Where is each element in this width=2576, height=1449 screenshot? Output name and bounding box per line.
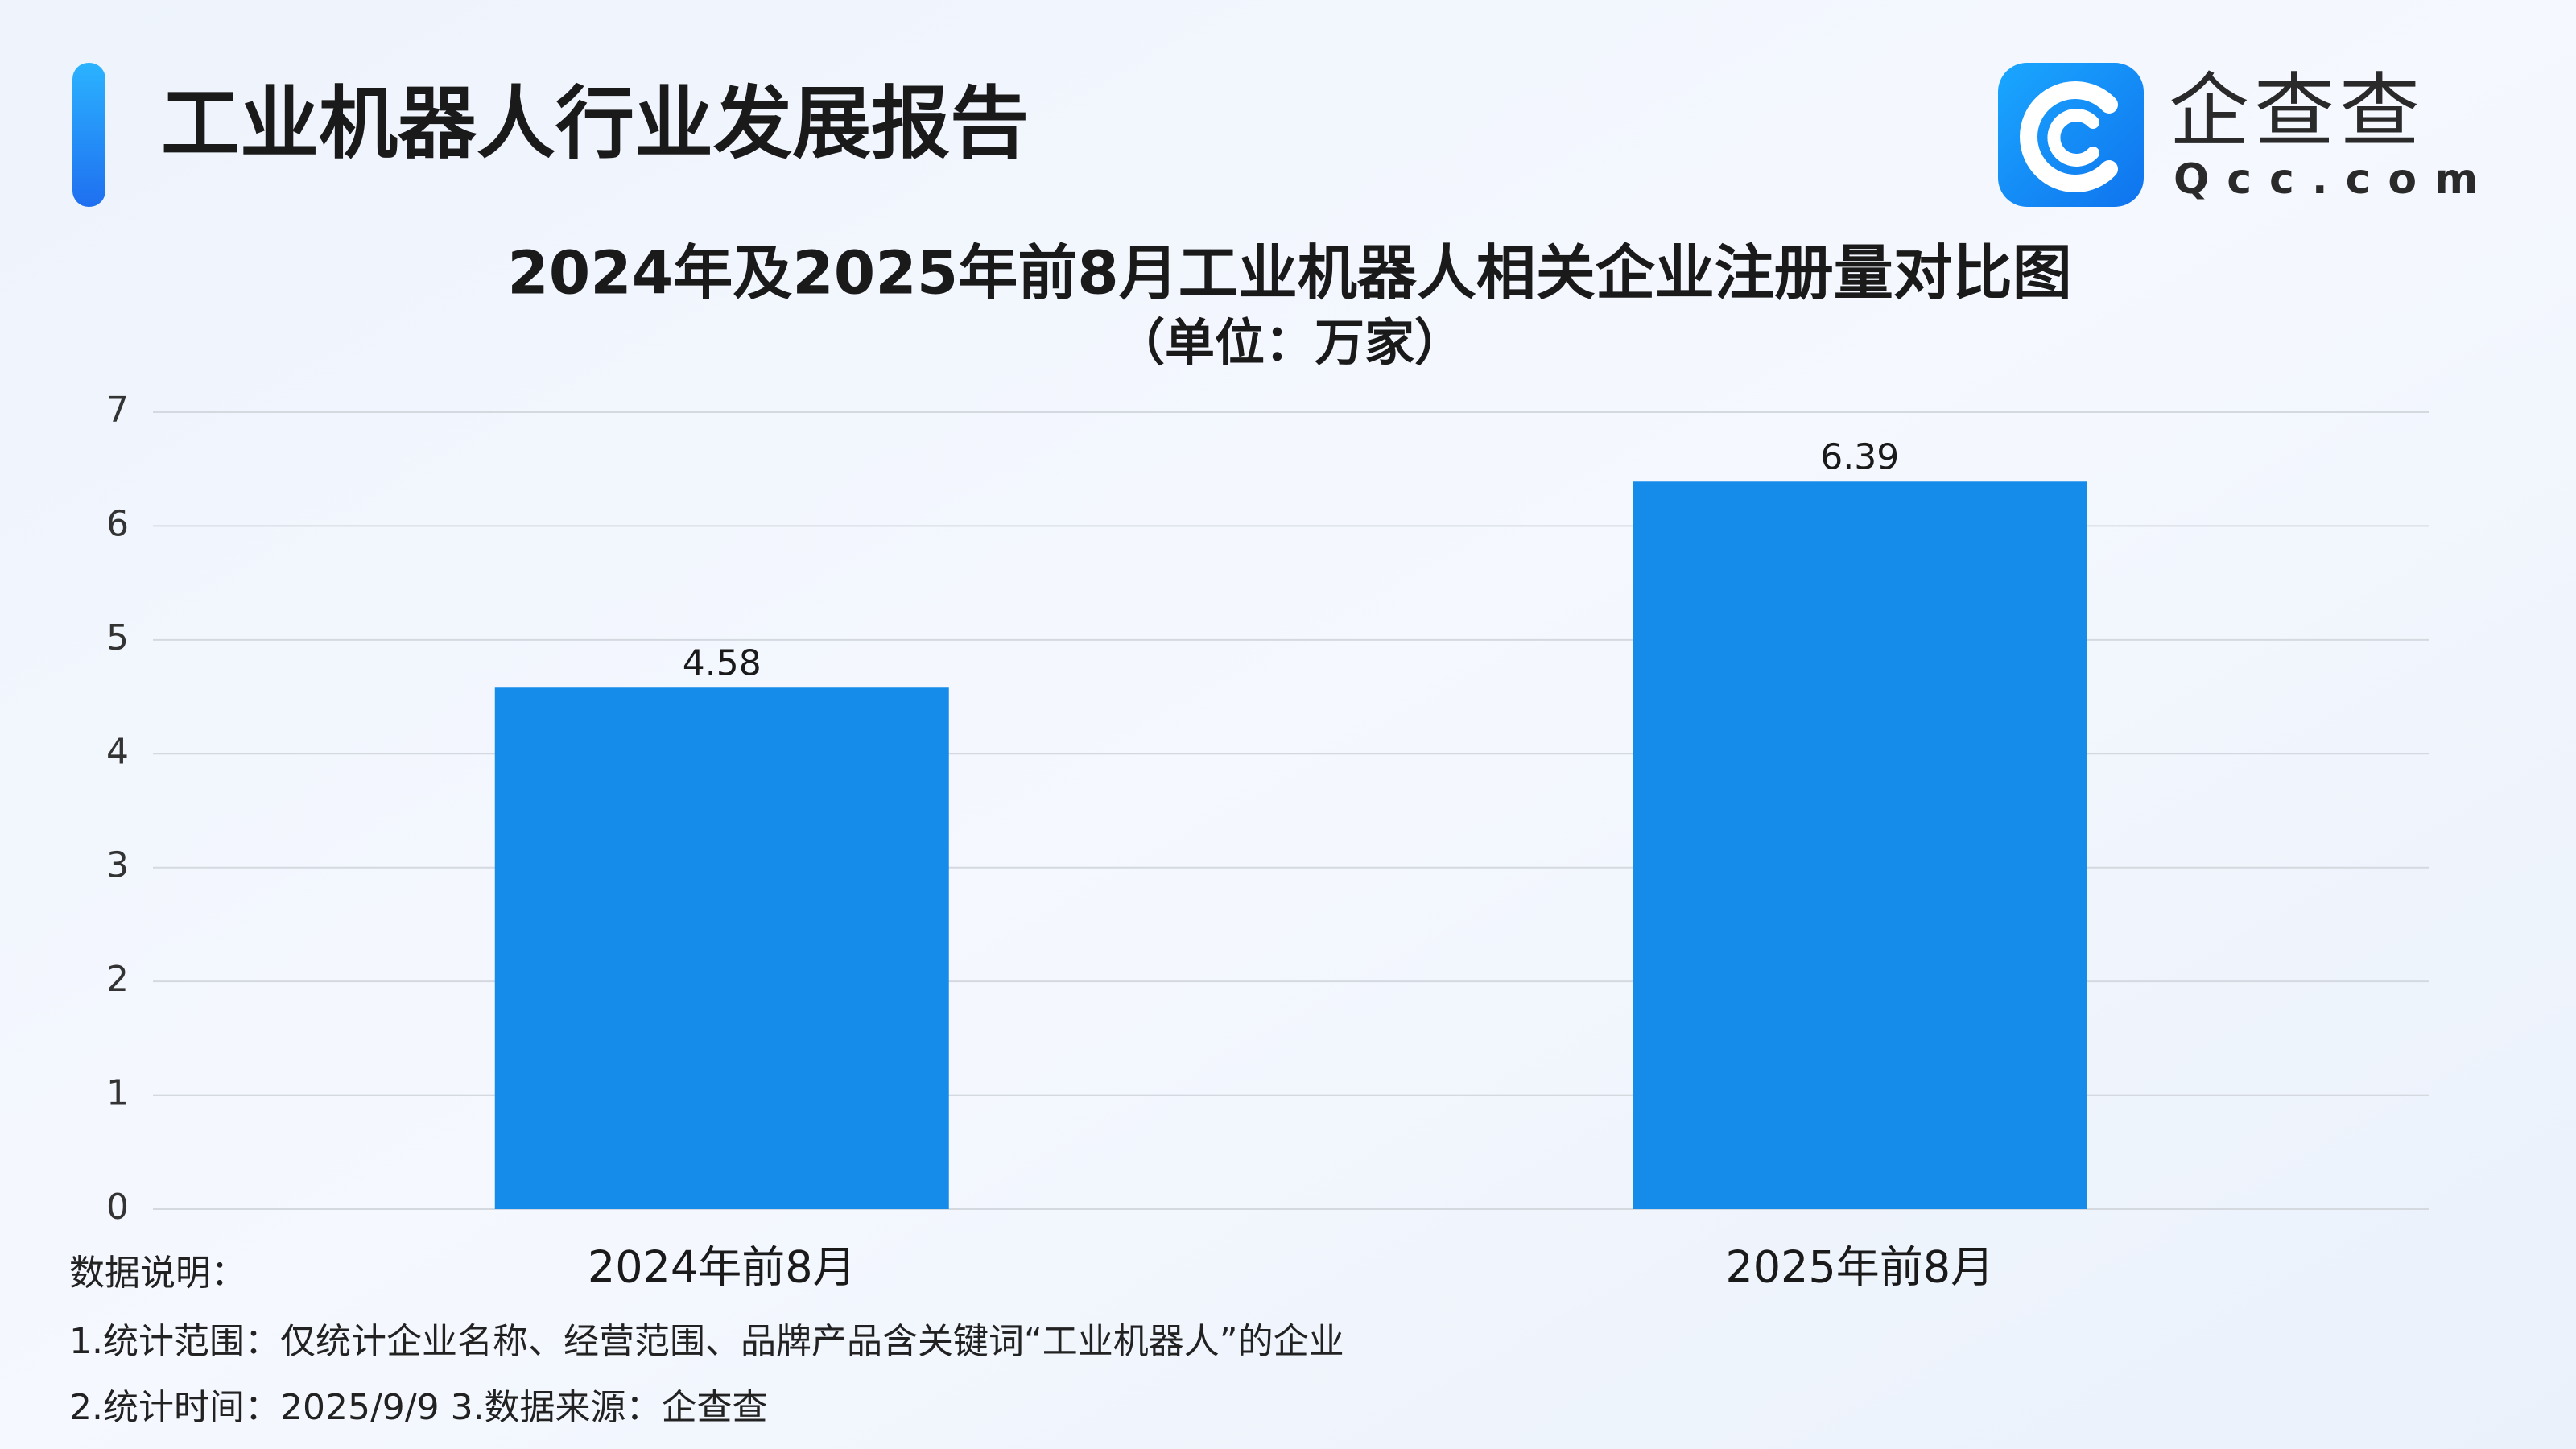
logo: 企查查 Qcc.com xyxy=(1998,63,2496,207)
y-tick-label: 3 xyxy=(106,845,129,886)
logo-c-outer xyxy=(2020,81,2118,192)
y-tick-label: 4 xyxy=(106,731,129,772)
y-tick-label: 5 xyxy=(106,617,129,658)
bar xyxy=(1633,481,2087,1209)
header-title: 工业机器人行业发展报告 xyxy=(161,78,1029,170)
logo-c-inner xyxy=(2047,109,2099,167)
y-tick-label: 2 xyxy=(106,959,129,1000)
note-line: 1.统计范围：仅统计企业名称、经营范围、品牌产品含关键词“工业机器人”的企业 xyxy=(69,1321,1344,1362)
y-tick-label: 7 xyxy=(106,390,129,431)
bar xyxy=(494,687,949,1209)
chart-subtitle: （单位：万家） xyxy=(1115,313,1464,372)
y-tick-label: 1 xyxy=(106,1073,129,1114)
y-tick-label: 0 xyxy=(106,1187,129,1228)
note-line: 数据说明： xyxy=(69,1253,246,1294)
x-tick-label: 2025年前8月 xyxy=(1725,1242,1994,1293)
logo-domain: Qcc.com xyxy=(2174,155,2496,204)
x-tick-label: 2024年前8月 xyxy=(588,1242,857,1293)
accent-bar xyxy=(72,63,105,207)
value-label: 4.58 xyxy=(683,642,762,683)
logo-name: 企查查 xyxy=(2169,64,2425,158)
value-label: 6.39 xyxy=(1820,436,1899,477)
notes: 数据说明： 1.统计范围：仅统计企业名称、经营范围、品牌产品含关键词“工业机器人”… xyxy=(69,1253,1344,1428)
chart-title: 2024年及2025年前8月工业机器人相关企业注册量对比图 xyxy=(507,239,2071,308)
y-tick-label: 6 xyxy=(106,503,129,544)
note-line: 2.统计时间：2025/9/9 3.数据来源：企查查 xyxy=(69,1387,768,1428)
